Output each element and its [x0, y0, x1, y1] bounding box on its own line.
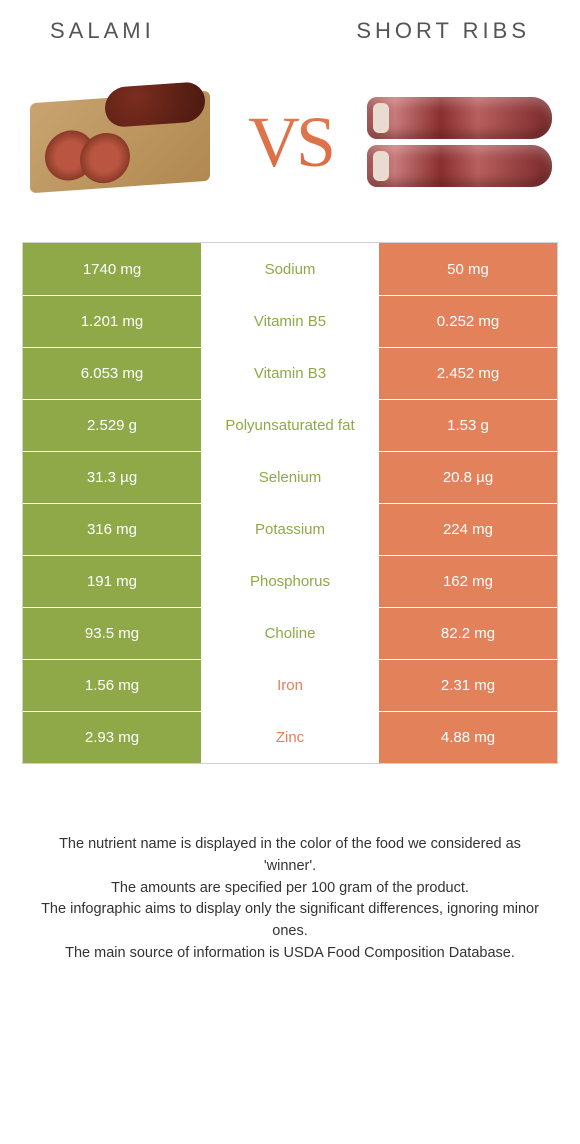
nutrient-label-cell: Potassium [201, 504, 379, 555]
nutrient-label-cell: Vitamin B3 [201, 348, 379, 399]
footer-line: The main source of information is USDA F… [40, 943, 540, 965]
left-value-cell: 31.3 µg [23, 452, 201, 503]
left-value-cell: 316 mg [23, 504, 201, 555]
table-row: 6.053 mgVitamin B32.452 mg [23, 347, 557, 399]
nutrient-label-cell: Zinc [201, 712, 379, 763]
left-value-cell: 191 mg [23, 556, 201, 607]
right-value-cell: 1.53 g [379, 400, 557, 451]
nutrient-label-cell: Selenium [201, 452, 379, 503]
nutrient-label-cell: Polyunsaturated fat [201, 400, 379, 451]
left-value-cell: 93.5 mg [23, 608, 201, 659]
left-value-cell: 1740 mg [23, 243, 201, 295]
short-ribs-image [360, 82, 560, 202]
table-row: 1.56 mgIron2.31 mg [23, 659, 557, 711]
table-row: 1.201 mgVitamin B50.252 mg [23, 295, 557, 347]
left-food-title: Salami [50, 18, 155, 44]
vs-label: VS [248, 101, 332, 184]
table-row: 2.529 gPolyunsaturated fat1.53 g [23, 399, 557, 451]
left-value-cell: 1.56 mg [23, 660, 201, 711]
left-value-cell: 2.93 mg [23, 712, 201, 763]
left-value-cell: 2.529 g [23, 400, 201, 451]
left-value-cell: 6.053 mg [23, 348, 201, 399]
footer-line: The nutrient name is displayed in the co… [40, 834, 540, 878]
nutrient-label-cell: Choline [201, 608, 379, 659]
right-value-cell: 2.31 mg [379, 660, 557, 711]
image-row: VS [0, 52, 580, 242]
right-value-cell: 82.2 mg [379, 608, 557, 659]
right-value-cell: 224 mg [379, 504, 557, 555]
table-row: 31.3 µgSelenium20.8 µg [23, 451, 557, 503]
salami-image [20, 82, 220, 202]
right-value-cell: 50 mg [379, 243, 557, 295]
right-value-cell: 0.252 mg [379, 296, 557, 347]
right-food-title: Short Ribs [356, 18, 530, 44]
nutrient-label-cell: Sodium [201, 243, 379, 295]
table-row: 191 mgPhosphorus162 mg [23, 555, 557, 607]
nutrient-label-cell: Phosphorus [201, 556, 379, 607]
footer-notes: The nutrient name is displayed in the co… [0, 764, 580, 965]
footer-line: The infographic aims to display only the… [40, 899, 540, 943]
right-value-cell: 4.88 mg [379, 712, 557, 763]
left-value-cell: 1.201 mg [23, 296, 201, 347]
right-value-cell: 2.452 mg [379, 348, 557, 399]
table-row: 316 mgPotassium224 mg [23, 503, 557, 555]
nutrient-label-cell: Iron [201, 660, 379, 711]
right-value-cell: 20.8 µg [379, 452, 557, 503]
footer-line: The amounts are specified per 100 gram o… [40, 878, 540, 900]
comparison-table: 1740 mgSodium50 mg1.201 mgVitamin B50.25… [22, 242, 558, 764]
header-row: Salami Short Ribs [0, 0, 580, 52]
table-row: 2.93 mgZinc4.88 mg [23, 711, 557, 763]
right-value-cell: 162 mg [379, 556, 557, 607]
table-row: 93.5 mgCholine82.2 mg [23, 607, 557, 659]
nutrient-label-cell: Vitamin B5 [201, 296, 379, 347]
table-row: 1740 mgSodium50 mg [23, 243, 557, 295]
